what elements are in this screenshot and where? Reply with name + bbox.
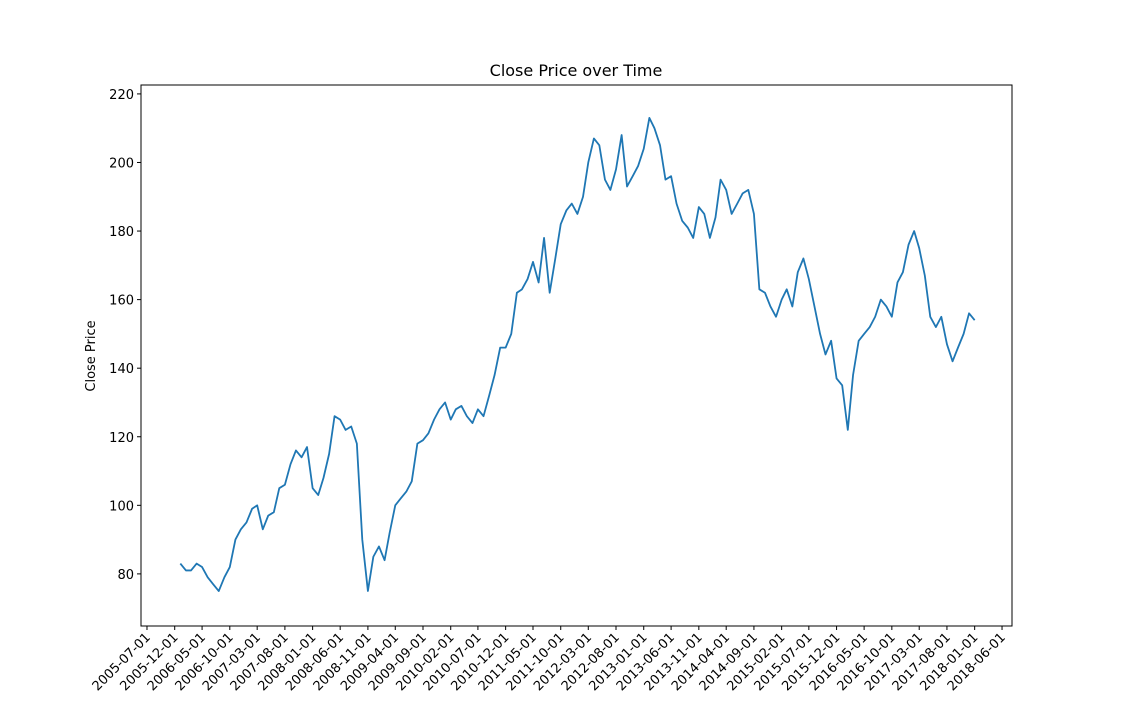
price-line bbox=[179, 117, 976, 592]
y-tick-label: 120 bbox=[109, 431, 134, 446]
plot-frame bbox=[140, 84, 1013, 627]
y-tick-label: 160 bbox=[109, 294, 134, 309]
y-tick-label: 100 bbox=[109, 499, 134, 514]
y-tick-label: 200 bbox=[109, 156, 134, 171]
y-axis-label: Close Price bbox=[84, 320, 99, 391]
chart-title: Close Price over Time bbox=[490, 61, 663, 80]
y-tick-label: 220 bbox=[109, 88, 134, 103]
y-tick-label: 140 bbox=[109, 362, 134, 377]
y-tick-label: 80 bbox=[117, 568, 134, 583]
y-tick-label: 180 bbox=[109, 225, 134, 240]
